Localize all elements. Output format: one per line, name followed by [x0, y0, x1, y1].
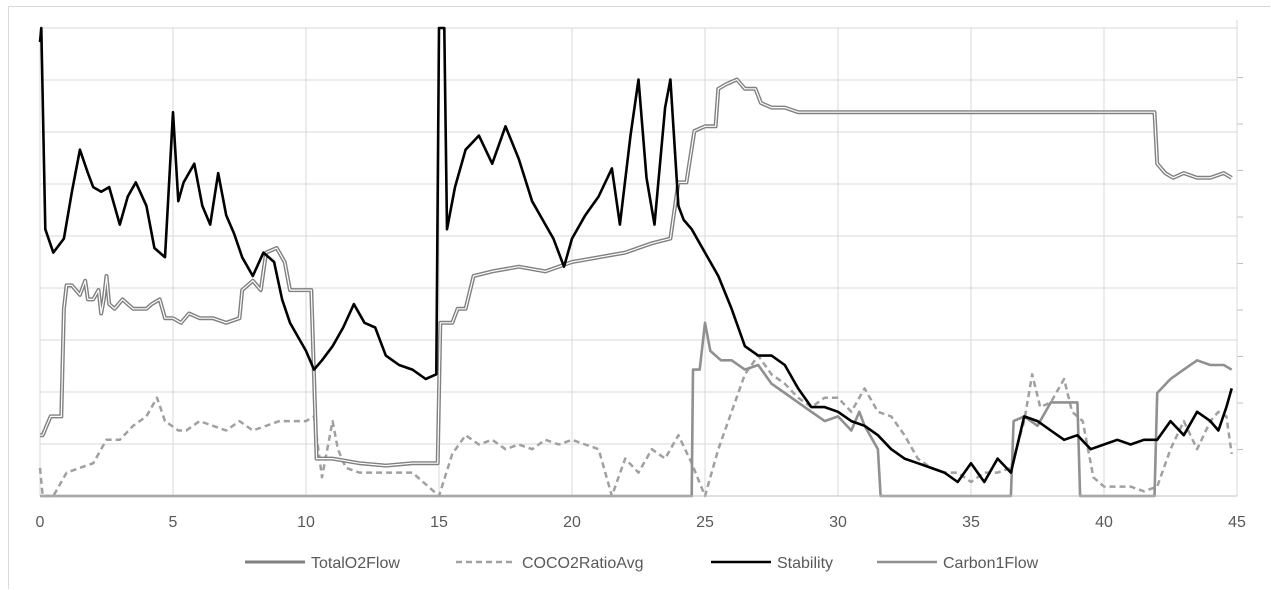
x-tick-label: 35	[962, 514, 980, 531]
legend-item-TotalO2Flow: TotalO2Flow	[245, 555, 400, 572]
legend-label: TotalO2Flow	[311, 555, 400, 572]
x-tick-label: 15	[430, 514, 448, 531]
x-axis-ticks: 0 5 10 15 20 25 30 35 40 45	[36, 514, 1246, 531]
grid-lines	[39, 20, 1243, 496]
series-line	[38, 26, 1233, 484]
legend-label: Stability	[777, 555, 833, 572]
series-line-inner	[40, 78, 1233, 467]
x-tick-label: 45	[1228, 514, 1246, 531]
legend-item-Carbon1Flow: Carbon1Flow	[877, 555, 1039, 572]
x-tick-label: 20	[563, 514, 581, 531]
series-line	[38, 354, 1233, 498]
series-Stability	[38, 26, 1233, 484]
legend-label: COCO2RatioAvg	[522, 555, 644, 572]
legend-item-Stability: Stability	[711, 555, 833, 572]
series-Carbon1Flow	[40, 321, 1233, 498]
x-tick-label: 5	[169, 514, 178, 531]
chart-frame	[8, 6, 1270, 589]
legend-item-COCO2RatioAvg: COCO2RatioAvg	[456, 555, 644, 572]
x-tick-label: 0	[36, 514, 45, 531]
x-tick-label: 30	[829, 514, 847, 531]
series-TotalO2Flow	[40, 77, 1233, 468]
x-tick-label: 25	[696, 514, 714, 531]
series-lines	[38, 26, 1233, 498]
series-COCO2RatioAvg	[38, 354, 1233, 498]
legend: TotalO2Flow COCO2RatioAvg Stability Carbon1…	[245, 555, 1039, 572]
series-line	[40, 321, 1233, 498]
legend-label: Carbon1Flow	[943, 555, 1039, 572]
x-tick-label: 10	[297, 514, 315, 531]
x-tick-label: 40	[1095, 514, 1113, 531]
series-line-outer	[40, 77, 1233, 468]
